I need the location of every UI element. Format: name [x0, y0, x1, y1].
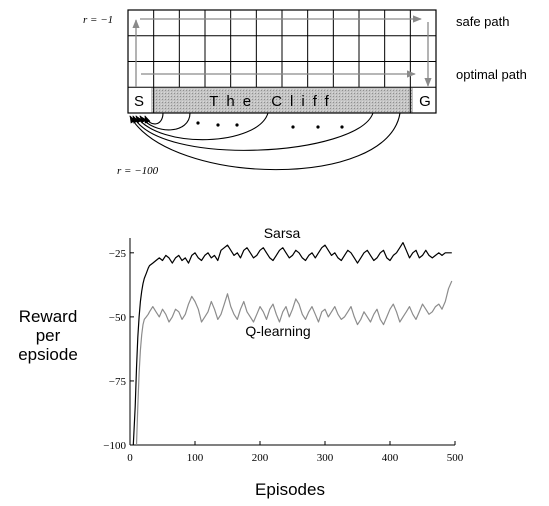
cliff-arrow-5	[129, 112, 401, 171]
y-tick-label: −100	[103, 440, 126, 452]
dot	[291, 125, 295, 129]
y-tick-label: −25	[109, 248, 127, 260]
grid-lines	[128, 10, 436, 113]
y-axis-label-line-3: epsiode	[18, 345, 78, 364]
safe-path-label: safe path	[456, 14, 510, 29]
x-tick-label: 200	[252, 452, 269, 464]
cliff-gridworld: S G The Cliff r = −1 r = −100 safe path …	[83, 9, 527, 177]
reward-chart: 0 100 200 300 400 500 −100 −75 −50 −25 Sarsa Q-l…	[18, 225, 464, 499]
dot	[216, 123, 220, 127]
cliff-arrow-2	[139, 112, 191, 131]
y-tick-label: −75	[109, 376, 127, 388]
dot	[316, 125, 320, 129]
cliff-arrow-4	[132, 112, 374, 151]
x-tick-label: 0	[127, 452, 133, 464]
y-tick-label: −50	[109, 312, 127, 324]
x-tick-label: 300	[317, 452, 334, 464]
series-label-sarsa: Sarsa	[264, 225, 301, 241]
step-reward-label: r = −1	[83, 14, 113, 26]
cliff-arrow-1	[144, 112, 164, 125]
y-axis-label-line-1: Reward	[19, 307, 78, 326]
series-line-q-learning	[135, 280, 453, 446]
series-line-sarsa	[132, 242, 452, 446]
goal-cell-label: G	[419, 93, 431, 110]
cliff-fall-arrows	[129, 112, 401, 171]
y-axis-ticks: −100 −75 −50 −25	[103, 248, 134, 452]
dot	[196, 121, 200, 125]
y-axis-label: Reward per epsiode	[18, 307, 78, 364]
x-axis-label: Episodes	[255, 480, 325, 499]
cliff-region	[151, 88, 413, 113]
grid-border	[127, 9, 437, 114]
y-axis-label-line-2: per	[36, 326, 61, 345]
ellipsis-dots	[196, 121, 344, 129]
x-tick-label: 400	[382, 452, 399, 464]
x-tick-label: 100	[187, 452, 204, 464]
optimal-path-label: optimal path	[456, 67, 527, 82]
cliff-arrow-3	[135, 112, 269, 141]
cliff-reward-label: r = −100	[117, 165, 159, 177]
cliff-label: The Cliff	[209, 93, 337, 110]
series-label-q-learning: Q-learning	[245, 323, 310, 339]
dot	[235, 123, 239, 127]
x-axis-ticks: 0 100 200 300 400 500	[127, 441, 464, 464]
series-lines	[132, 242, 453, 446]
x-tick-label: 500	[447, 452, 464, 464]
dot	[340, 125, 344, 129]
start-cell-label: S	[134, 93, 144, 110]
